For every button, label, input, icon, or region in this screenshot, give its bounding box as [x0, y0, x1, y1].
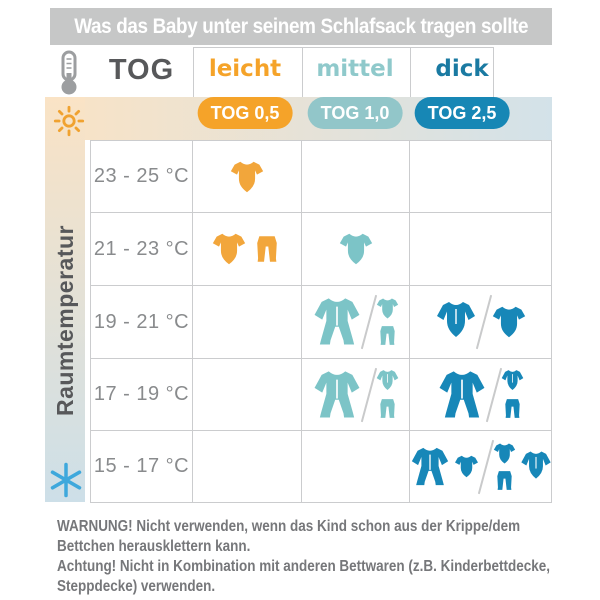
- clothing-stack: [311, 296, 363, 348]
- longsleeve-bodysuit-icon: [375, 369, 400, 394]
- warning-line: WARNUNG! Nicht verwenden, wenn das Kind …: [57, 518, 521, 535]
- temperature-label: 23 - 25 °C: [91, 141, 193, 213]
- clothing-stack: [492, 441, 517, 493]
- bodysuit-icon: [453, 453, 480, 480]
- clothing-stack: [311, 369, 363, 421]
- cell-leicht-row2: [193, 213, 302, 286]
- pants-icon: [375, 396, 400, 421]
- clothing-option: [375, 369, 400, 421]
- clothing-stack: [228, 158, 266, 196]
- clothing-stack: [337, 230, 375, 268]
- clothing-option: [375, 296, 400, 348]
- bodysuit-icon: [492, 441, 517, 466]
- warning-line: Achtung! Nicht in Kombination mit andere…: [57, 558, 550, 575]
- cell-dick-row4: [410, 359, 552, 431]
- header-divider: [193, 47, 494, 48]
- sun-icon: [52, 104, 86, 138]
- cell-mittel-row5: [302, 431, 410, 503]
- sleepsuit-icon: [311, 296, 363, 348]
- thermometer-icon: [56, 50, 82, 96]
- tog-column-header: TOG: [108, 54, 175, 86]
- bodysuit-icon: [337, 230, 375, 268]
- room-temperature-label: Raumtemperatur: [51, 225, 78, 417]
- tog-badge-dick: TOG 2,5: [414, 97, 510, 129]
- cell-dick-row3: [410, 286, 552, 359]
- cell-dick-row2: [410, 213, 552, 286]
- warning-line: Steppdecke) verwenden.: [57, 578, 216, 595]
- clothing-option: [500, 369, 525, 421]
- sleepsuit-icon: [410, 446, 451, 488]
- clothing-stack: [490, 303, 528, 341]
- title-bar: Was das Baby unter seinem Schlafsack tra…: [50, 8, 552, 45]
- clothing-option: [228, 158, 266, 196]
- cell-mittel-row2: [302, 213, 410, 286]
- clothing-option: [337, 230, 375, 268]
- grid-line: [193, 47, 194, 97]
- temperature-label: 17 - 19 °C: [91, 359, 193, 431]
- tog-badge-mittel: TOG 1,0: [307, 97, 403, 129]
- snowflake-icon: [48, 462, 84, 498]
- warning-line: Bettchen herausklettern kann.: [57, 538, 251, 555]
- clothing-option: [492, 441, 552, 493]
- cell-leicht-row3: [193, 286, 302, 359]
- clothing-option: [436, 369, 488, 421]
- warning-text: WARNUNG! Nicht verwenden, wenn das Kind …: [57, 517, 577, 597]
- column-header-mittel: mittel: [316, 56, 394, 82]
- clothing-stack: [434, 300, 478, 344]
- clothing-stack: [410, 446, 451, 488]
- sleepsuit-icon: [436, 369, 488, 421]
- clothing-stack: [453, 453, 480, 480]
- bodysuit-icon: [210, 230, 248, 268]
- clothing-stack: [519, 450, 552, 484]
- clothing-option: [311, 369, 363, 421]
- cell-mittel-row1: [302, 141, 410, 213]
- pants-icon: [250, 232, 284, 266]
- temperature-band: [45, 97, 85, 502]
- cell-mittel-row3: [302, 286, 410, 359]
- pants-icon: [375, 323, 400, 348]
- grid-line: [302, 47, 303, 97]
- temperature-grid: 23 - 25 °C 21 - 23 °C 19 - 21 °C 17 - 19 °C…: [90, 140, 552, 503]
- longsleeve-bodysuit-icon: [500, 369, 525, 394]
- tog-badge-leicht: TOG 0,5: [197, 97, 293, 129]
- clothing-option: [490, 303, 528, 341]
- cell-leicht-row1: [193, 141, 302, 213]
- column-header-dick: dick: [435, 56, 489, 82]
- temperature-label: 21 - 23 °C: [91, 213, 193, 286]
- clothing-option: [434, 300, 478, 344]
- clothing-stack: [375, 369, 400, 421]
- clothing-option: [410, 446, 480, 488]
- room-temperature-axis: Raumtemperatur: [45, 140, 85, 502]
- pants-icon: [500, 396, 525, 421]
- page-title: Was das Baby unter seinem Schlafsack tra…: [74, 14, 528, 38]
- clothing-stack: [500, 369, 525, 421]
- clothing-stack: [436, 369, 488, 421]
- cell-dick-row1: [410, 141, 552, 213]
- column-header-leicht: leicht: [208, 56, 282, 82]
- cell-mittel-row4: [302, 359, 410, 431]
- clothing-option: [311, 296, 363, 348]
- sleepsuit-icon: [311, 369, 363, 421]
- pants-icon: [492, 468, 517, 493]
- grid-line: [493, 47, 494, 97]
- clothing-stack: [375, 296, 400, 348]
- bodysuit-icon: [228, 158, 266, 196]
- longsleeve-bodysuit-icon: [519, 450, 552, 484]
- cell-leicht-row5: [193, 431, 302, 503]
- cell-dick-row5: [410, 431, 552, 503]
- temperature-label: 15 - 17 °C: [91, 431, 193, 503]
- longsleeve-bodysuit-icon: [434, 300, 478, 344]
- grid-line: [410, 47, 411, 97]
- bodysuit-icon: [375, 296, 400, 321]
- clothing-stack: [250, 232, 284, 266]
- clothing-stack: [210, 230, 248, 268]
- bodysuit-icon: [490, 303, 528, 341]
- clothing-option: [210, 230, 284, 268]
- temperature-label: 19 - 21 °C: [91, 286, 193, 359]
- cell-leicht-row4: [193, 359, 302, 431]
